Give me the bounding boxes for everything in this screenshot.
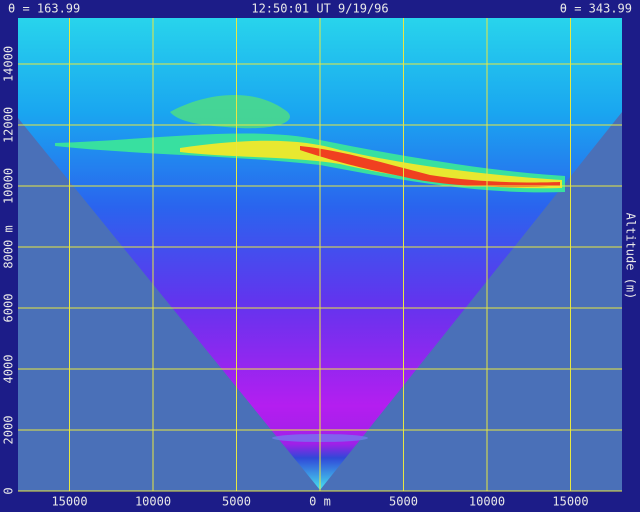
y-tick-label: 2000	[2, 416, 16, 445]
x-tick-label: 15000	[51, 495, 87, 509]
x-tick-label: 10000	[135, 495, 171, 509]
x-tick-label: 0 m	[309, 495, 331, 509]
y-tick-label: 0	[2, 487, 16, 494]
cloud-layer-peak	[300, 146, 560, 188]
y-tick-label: 6000	[2, 294, 16, 323]
title-left: θ = 163.99	[8, 2, 80, 16]
grid	[18, 18, 622, 492]
x-tick-label: 5000	[222, 495, 251, 509]
y-tick-label: 4000	[2, 355, 16, 384]
x-tick-label: 15000	[552, 495, 588, 509]
cloud-upper	[170, 94, 290, 129]
chart-title: 12:50:01 UT 9/19/96	[251, 2, 388, 16]
y-tick-label: 8000 m	[2, 225, 16, 268]
x-tick-label: 5000	[389, 495, 418, 509]
y-tick-label: 14000	[2, 46, 16, 82]
y-tick-label: 10000	[2, 168, 16, 204]
title-right: θ = 343.99	[560, 2, 632, 16]
y-tick-label: 12000	[2, 107, 16, 143]
y-axis-label: Altitude (m)	[624, 213, 638, 300]
x-tick-label: 10000	[469, 495, 505, 509]
